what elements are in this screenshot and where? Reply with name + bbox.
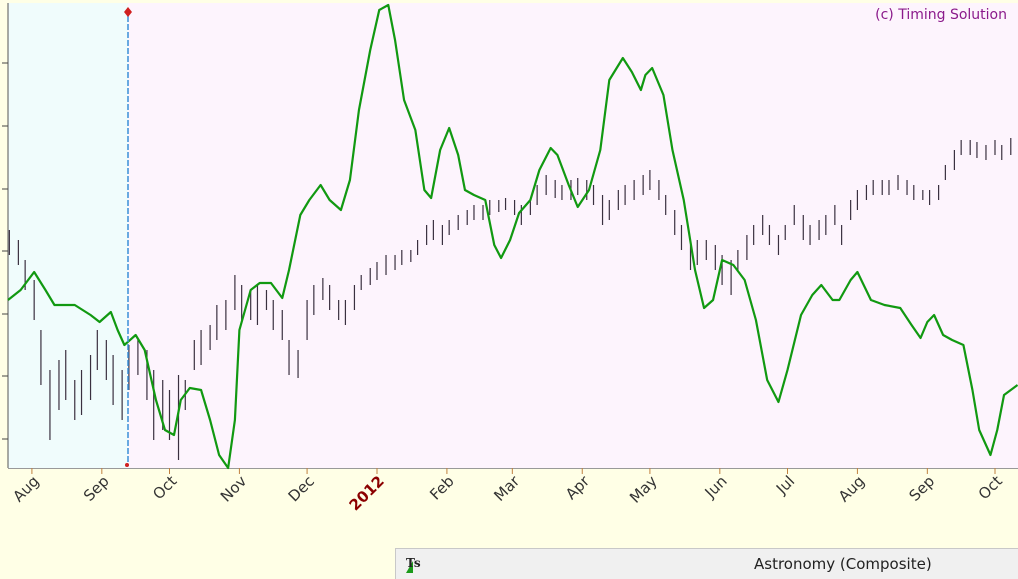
- app-icon-text: Ts: [406, 556, 421, 570]
- x-tick-label: Oct: [149, 472, 180, 503]
- composite-line: [7, 3, 1018, 470]
- x-tick-label: Feb: [426, 472, 458, 504]
- x-tick-label: Apr: [562, 472, 594, 504]
- status-label: Astronomy (Composite): [754, 555, 932, 573]
- x-tick-label: Aug: [835, 472, 868, 505]
- x-tick-label: Jun: [701, 472, 731, 502]
- watermark: (c) Timing Solution: [875, 7, 1007, 23]
- chart: (c) Timing Solution Aug Sep Oct Nov Dec 2012 F…: [2, 3, 1018, 514]
- x-tick-label: May: [626, 472, 661, 507]
- status-bar: Ts Astronomy (Composite): [395, 548, 1018, 579]
- plot-background: [8, 3, 1018, 468]
- cursor-handle[interactable]: [124, 7, 132, 17]
- x-tick-label: Oct: [975, 472, 1006, 503]
- x-tick-label: Sep: [80, 472, 113, 505]
- x-tick-label: Dec: [285, 472, 318, 505]
- cursor-foot: [125, 463, 129, 467]
- x-tick-label: Jul: [772, 472, 798, 498]
- history-region: [8, 3, 128, 468]
- x-tick-label: Nov: [217, 472, 251, 506]
- app-icon: [406, 561, 413, 573]
- marks: [7, 3, 1018, 470]
- x-tick-label: 2012: [346, 472, 388, 514]
- x-tick-label: Aug: [9, 472, 42, 505]
- x-tick-label: Mar: [490, 472, 523, 505]
- x-tick-label: Sep: [905, 472, 938, 505]
